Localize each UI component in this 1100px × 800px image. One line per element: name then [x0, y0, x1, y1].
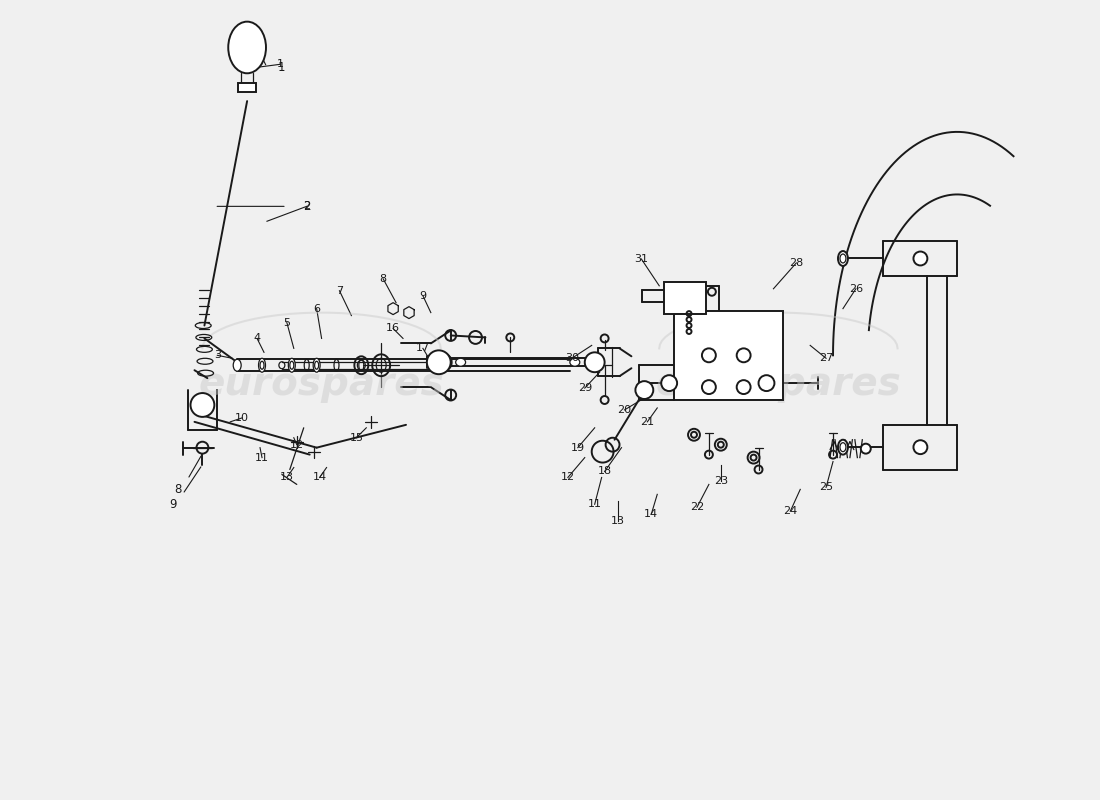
Circle shape	[861, 444, 871, 454]
Text: 5: 5	[284, 318, 290, 327]
Text: 27: 27	[818, 354, 833, 363]
Text: 15: 15	[350, 433, 363, 442]
Text: 20: 20	[617, 405, 631, 415]
Circle shape	[585, 352, 605, 372]
Text: 11: 11	[255, 453, 270, 462]
Ellipse shape	[258, 358, 265, 372]
Circle shape	[759, 375, 774, 391]
Text: 11: 11	[587, 499, 602, 510]
Text: 28: 28	[789, 258, 803, 268]
Text: 19: 19	[571, 442, 585, 453]
Text: 16: 16	[386, 323, 400, 334]
Text: eurospares: eurospares	[199, 365, 444, 403]
Bar	[664, 282, 706, 314]
Text: 23: 23	[714, 477, 728, 486]
Ellipse shape	[288, 358, 295, 372]
Ellipse shape	[233, 359, 241, 371]
Text: 13: 13	[610, 516, 625, 526]
Ellipse shape	[314, 358, 320, 372]
Text: 8: 8	[174, 483, 182, 496]
Text: eurospares: eurospares	[656, 365, 901, 403]
Text: 4: 4	[253, 334, 261, 343]
Text: 1: 1	[276, 59, 284, 70]
Text: 2: 2	[304, 202, 310, 211]
Text: 12: 12	[289, 440, 304, 450]
Bar	[239, 83, 256, 92]
Circle shape	[913, 440, 927, 454]
Text: 7: 7	[336, 286, 343, 296]
Text: 17: 17	[416, 343, 430, 354]
Text: 9: 9	[169, 498, 176, 510]
Text: 9: 9	[419, 290, 427, 301]
Circle shape	[190, 393, 214, 417]
Circle shape	[636, 381, 653, 399]
Text: 6: 6	[314, 304, 320, 314]
Text: 8: 8	[379, 274, 387, 284]
Text: 12: 12	[561, 473, 575, 482]
Ellipse shape	[570, 358, 580, 366]
Ellipse shape	[838, 251, 848, 266]
Text: 30: 30	[564, 354, 579, 363]
Text: 10: 10	[235, 413, 250, 423]
Text: 26: 26	[849, 284, 862, 294]
Text: 18: 18	[597, 466, 612, 477]
Circle shape	[661, 375, 678, 391]
Text: 25: 25	[820, 482, 833, 492]
Text: 14: 14	[645, 510, 659, 519]
Text: 3: 3	[213, 350, 221, 360]
Text: 13: 13	[279, 473, 294, 482]
Text: 1: 1	[278, 61, 286, 74]
Circle shape	[427, 350, 451, 374]
Text: 21: 21	[640, 417, 654, 427]
Text: 24: 24	[783, 506, 798, 516]
Text: 2: 2	[302, 200, 310, 213]
Circle shape	[913, 251, 927, 266]
Bar	[674, 310, 783, 400]
Text: 29: 29	[578, 383, 592, 393]
Text: 22: 22	[690, 502, 704, 512]
Ellipse shape	[838, 440, 848, 454]
Text: 31: 31	[635, 254, 648, 264]
Ellipse shape	[229, 22, 266, 74]
Text: 14: 14	[312, 473, 327, 482]
Circle shape	[433, 354, 452, 371]
Ellipse shape	[455, 358, 465, 366]
